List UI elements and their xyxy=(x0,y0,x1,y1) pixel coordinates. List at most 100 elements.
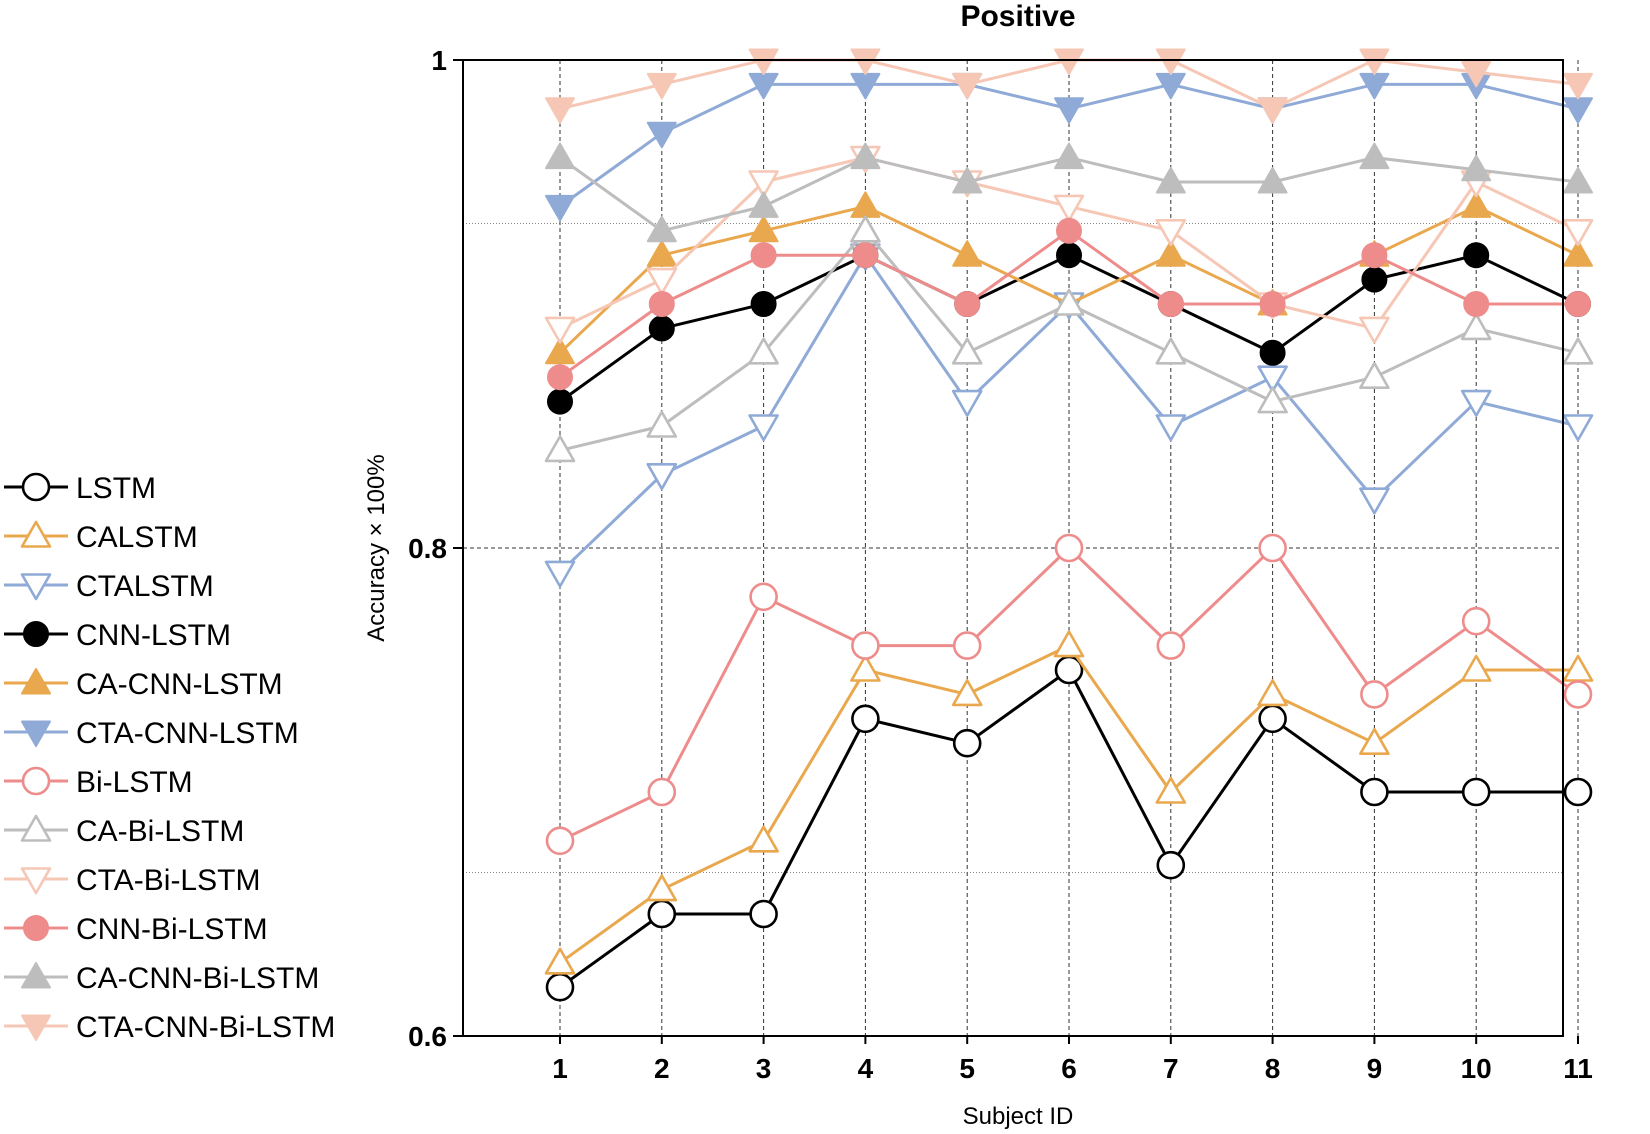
x-axis-ticks: 1 2 3 4 5 6 7 8 9 10 11 xyxy=(552,1036,1593,1084)
data-point-cta-cnn-bi-lstm xyxy=(646,72,677,100)
data-point-ctalstm xyxy=(1460,389,1492,417)
legend-marker-cta-bi-lstm xyxy=(20,867,52,895)
x-tick-label: 6 xyxy=(1061,1053,1077,1084)
data-point-cnn-lstm xyxy=(750,291,777,317)
legend-label: CTA-CNN-LSTM xyxy=(76,717,299,750)
data-point-ctalstm xyxy=(748,414,779,442)
legend-item-ctalstm: CTALSTM xyxy=(4,570,214,603)
data-point-cta-cnn-bi-lstm xyxy=(545,97,575,124)
series-ca-cnn-bi-lstm xyxy=(545,142,1593,243)
data-point-cnn-bi-lstm xyxy=(547,364,573,391)
x-tick-label: 3 xyxy=(756,1053,772,1084)
data-point-bi-lstm xyxy=(545,826,575,856)
legend-label: CTALSTM xyxy=(76,570,214,603)
data-point-bi-lstm xyxy=(1156,631,1186,660)
legend-marker-ca-cnn-bi-lstm xyxy=(21,962,51,989)
data-point-calstm xyxy=(646,874,678,902)
series-cta-cnn-bi-lstm xyxy=(545,48,1593,124)
legend-label: CTA-Bi-LSTM xyxy=(76,864,260,897)
data-point-ca-cnn-lstm xyxy=(1155,240,1186,267)
data-point-ca-cnn-bi-lstm xyxy=(545,142,575,170)
x-axis-label: Subject ID xyxy=(963,1103,1074,1130)
data-point-ca-cnn-lstm xyxy=(1563,240,1593,267)
data-point-ca-bi-lstm xyxy=(646,410,678,438)
data-point-lstm xyxy=(1258,704,1287,734)
data-point-ca-cnn-bi-lstm xyxy=(952,167,983,194)
data-point-cta-bi-lstm xyxy=(1155,219,1187,247)
legend-item-ca-cnn-bi-lstm: CA-CNN-Bi-LSTM xyxy=(4,962,319,995)
data-point-cnn-bi-lstm xyxy=(750,242,777,269)
data-point-cta-cnn-lstm xyxy=(1054,97,1084,124)
data-point-lstm xyxy=(952,728,982,758)
legend-label: CALSTM xyxy=(76,521,198,554)
data-point-ca-cnn-lstm xyxy=(545,337,575,365)
data-point-calstm xyxy=(748,825,779,853)
data-point-lstm xyxy=(1156,850,1186,880)
legend: LSTM CALSTM CTALSTM CNN-LSTM CA-CNN-LSTM CTA-… xyxy=(4,472,335,1044)
data-point-cnn-lstm xyxy=(547,388,573,415)
data-point-cta-cnn-bi-lstm xyxy=(1359,48,1390,75)
x-tick-label: 8 xyxy=(1265,1053,1281,1084)
data-point-lstm xyxy=(1360,777,1389,807)
data-point-ca-cnn-bi-lstm xyxy=(1257,167,1288,194)
data-point-ca-cnn-bi-lstm xyxy=(748,191,779,218)
legend-marker-calstm xyxy=(20,520,52,548)
legend-item-cta-cnn-lstm: CTA-CNN-LSTM xyxy=(4,717,299,750)
data-point-cta-cnn-bi-lstm xyxy=(1155,48,1186,75)
legend-marker-lstm xyxy=(21,472,51,502)
data-point-bi-lstm xyxy=(1054,533,1084,563)
legend-item-cnn-lstm: CNN-LSTM xyxy=(4,619,231,652)
data-point-ca-cnn-bi-lstm xyxy=(1155,167,1186,194)
data-point-cnn-bi-lstm xyxy=(1565,291,1591,317)
legend-label: CTA-CNN-Bi-LSTM xyxy=(76,1011,335,1044)
data-point-cta-cnn-bi-lstm xyxy=(1257,97,1288,124)
legend-label: CA-CNN-LSTM xyxy=(76,668,283,701)
data-point-cnn-bi-lstm xyxy=(1259,291,1286,317)
data-point-ca-bi-lstm xyxy=(850,215,881,243)
data-point-ca-bi-lstm xyxy=(1155,337,1187,365)
legend-marker-ctalstm xyxy=(20,573,52,601)
x-tick-label: 2 xyxy=(654,1053,670,1084)
legend-item-lstm: LSTM xyxy=(4,472,156,505)
data-point-ctalstm xyxy=(1359,487,1390,515)
legend-marker-ca-bi-lstm xyxy=(20,814,52,842)
legend-item-ca-bi-lstm: CA-Bi-LSTM xyxy=(4,814,244,848)
legend-marker-cta-cnn-bi-lstm xyxy=(21,1014,51,1041)
data-point-bi-lstm xyxy=(647,777,677,807)
legend-item-cta-cnn-bi-lstm: CTA-CNN-Bi-LSTM xyxy=(4,1011,335,1044)
data-point-ca-bi-lstm xyxy=(1359,361,1390,390)
data-point-calstm xyxy=(544,947,576,975)
data-point-ctalstm xyxy=(1562,414,1594,442)
data-point-cta-cnn-bi-lstm xyxy=(1461,60,1492,88)
data-point-ca-cnn-bi-lstm xyxy=(646,215,677,243)
x-tick-label: 9 xyxy=(1367,1053,1383,1084)
data-point-cta-bi-lstm xyxy=(1053,194,1085,222)
data-point-lstm xyxy=(545,972,575,1002)
data-point-cta-bi-lstm xyxy=(544,316,576,344)
data-point-cta-cnn-bi-lstm xyxy=(952,72,983,100)
legend-marker-bi-lstm xyxy=(21,766,51,796)
series-cnn-bi-lstm xyxy=(547,217,1591,391)
data-point-lstm xyxy=(1563,777,1593,807)
data-point-ctalstm xyxy=(544,560,576,588)
series-group xyxy=(544,48,1594,1002)
y-tick-label: 1 xyxy=(431,45,447,76)
data-point-lstm xyxy=(851,704,880,734)
y-axis-ticks: 0.6 0.8 1 xyxy=(408,45,463,1052)
legend-label: CA-Bi-LSTM xyxy=(76,815,244,848)
legend-label: Bi-LSTM xyxy=(76,766,193,799)
data-point-bi-lstm xyxy=(749,582,778,612)
data-point-cnn-bi-lstm xyxy=(1056,217,1082,244)
legend-marker-cnn-bi-lstm xyxy=(23,915,49,941)
data-point-cta-cnn-bi-lstm xyxy=(748,48,779,75)
data-point-cnn-bi-lstm xyxy=(1157,291,1184,317)
data-point-ca-bi-lstm xyxy=(1460,313,1492,341)
data-point-bi-lstm xyxy=(1258,533,1287,563)
data-point-cnn-lstm xyxy=(1463,242,1490,269)
data-point-bi-lstm xyxy=(952,631,982,660)
data-point-cta-cnn-bi-lstm xyxy=(850,48,881,75)
legend-item-cta-bi-lstm: CTA-Bi-LSTM xyxy=(4,864,260,897)
data-point-bi-lstm xyxy=(851,631,880,660)
